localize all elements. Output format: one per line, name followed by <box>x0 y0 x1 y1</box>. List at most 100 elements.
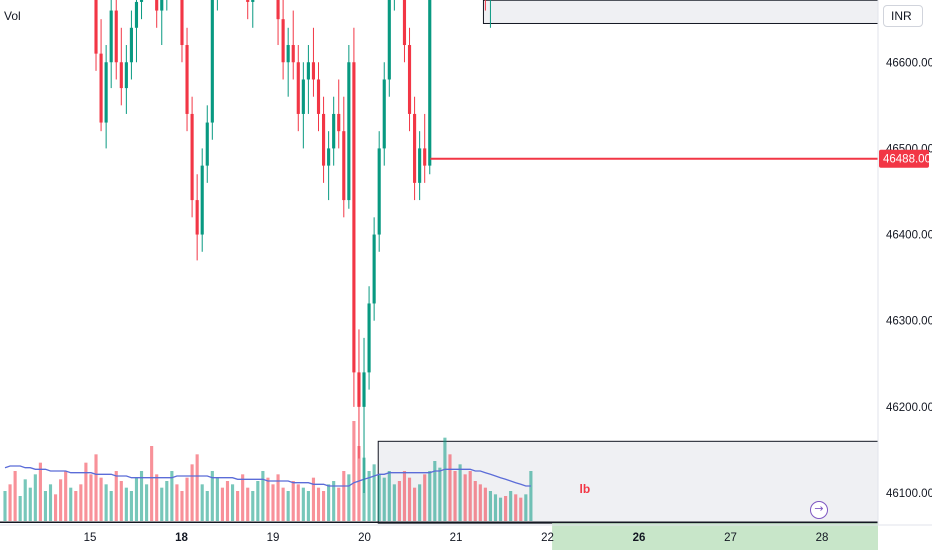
volume-bar <box>327 484 331 521</box>
price-axis-panel[interactable] <box>878 0 932 550</box>
candle[interactable] <box>190 96 194 218</box>
candle[interactable] <box>332 96 336 166</box>
candle[interactable] <box>337 79 341 149</box>
volume-bar <box>296 484 300 521</box>
candle[interactable] <box>418 131 422 201</box>
scroll-to-realtime-button[interactable]: → <box>810 501 828 519</box>
candle[interactable] <box>160 0 164 46</box>
candle[interactable] <box>180 0 184 63</box>
volume-bar <box>493 494 498 521</box>
candle[interactable] <box>407 27 412 132</box>
candle[interactable] <box>114 0 118 80</box>
candle[interactable] <box>489 0 492 28</box>
volume-bar <box>504 496 508 521</box>
currency-selector[interactable]: INR <box>883 5 923 27</box>
candle[interactable] <box>347 45 351 209</box>
candle[interactable] <box>104 45 108 149</box>
volume-bar <box>38 462 42 521</box>
candle[interactable] <box>342 96 346 218</box>
volume-bar <box>306 491 310 521</box>
candle[interactable] <box>357 329 361 459</box>
candle[interactable] <box>119 27 123 106</box>
volume-bar <box>185 477 189 521</box>
candle[interactable] <box>367 286 371 390</box>
volume-bar <box>119 481 123 521</box>
volume-bar <box>387 471 391 521</box>
candle[interactable] <box>382 62 386 166</box>
volume-bar <box>402 471 407 521</box>
volume-bar <box>64 471 68 521</box>
volume-bar <box>104 484 108 521</box>
candle[interactable] <box>423 113 427 183</box>
volume-bar <box>418 484 422 521</box>
volume-bar <box>498 497 503 521</box>
volume-bar <box>236 491 240 521</box>
candle[interactable] <box>393 0 396 11</box>
volume-bar <box>129 491 133 521</box>
candle[interactable] <box>296 45 300 132</box>
candle[interactable] <box>301 62 305 149</box>
volume-bar <box>433 461 437 521</box>
candle[interactable] <box>216 0 219 11</box>
price-tick-label: 46300.00 <box>886 316 932 328</box>
candle[interactable] <box>200 148 204 252</box>
zone-label: lb <box>580 482 591 496</box>
candle[interactable] <box>129 10 133 80</box>
candle[interactable] <box>124 45 128 114</box>
candle[interactable] <box>276 0 280 46</box>
candle[interactable] <box>306 45 310 114</box>
volume-bar <box>114 471 118 521</box>
candle[interactable] <box>210 0 214 140</box>
candle[interactable] <box>99 19 103 132</box>
volume-bar <box>478 484 482 521</box>
candle[interactable] <box>109 0 113 89</box>
time-tick-label: 28 <box>816 532 829 544</box>
candle[interactable] <box>165 0 168 11</box>
candle[interactable] <box>387 0 391 97</box>
volume-bar <box>48 484 53 521</box>
candle[interactable] <box>327 131 331 201</box>
price-tick-label: 46100.00 <box>886 488 932 500</box>
candle[interactable] <box>286 27 290 97</box>
candle[interactable] <box>311 27 316 97</box>
candle[interactable] <box>362 337 366 493</box>
candle[interactable] <box>94 0 98 71</box>
candle[interactable] <box>281 0 285 80</box>
candle[interactable] <box>251 0 255 28</box>
candle[interactable] <box>195 174 199 261</box>
candle[interactable] <box>352 27 356 407</box>
candle[interactable] <box>155 0 159 28</box>
volume-bar <box>463 474 467 521</box>
volume-bar <box>200 484 204 521</box>
volume-bar <box>43 491 48 521</box>
supply-demand-zone[interactable] <box>377 440 879 524</box>
candle[interactable] <box>428 0 432 175</box>
volume-bar <box>316 487 321 521</box>
candle[interactable] <box>372 217 376 321</box>
candle[interactable] <box>246 0 250 20</box>
volume-bar <box>407 477 412 521</box>
candle[interactable] <box>413 96 417 201</box>
candle[interactable] <box>139 0 144 20</box>
candle[interactable] <box>291 10 295 80</box>
volume-bar <box>473 481 477 521</box>
candle[interactable] <box>402 0 407 63</box>
candle[interactable] <box>321 96 326 183</box>
supply-demand-zone[interactable] <box>482 0 879 24</box>
candle[interactable] <box>185 27 189 132</box>
volume-bar <box>443 437 447 521</box>
volume-bar <box>468 471 472 521</box>
volume-bar <box>3 491 7 521</box>
candle[interactable] <box>316 62 321 132</box>
volume-bar <box>99 477 103 521</box>
green-zone[interactable] <box>552 523 878 550</box>
candle[interactable] <box>134 0 139 63</box>
volume-bar <box>372 464 376 521</box>
time-tick-label: 21 <box>450 532 463 544</box>
volume-bar <box>251 491 255 521</box>
candle[interactable] <box>377 131 381 252</box>
volume-bar <box>155 474 159 521</box>
candle[interactable] <box>205 105 209 183</box>
volume-bar <box>342 471 346 521</box>
